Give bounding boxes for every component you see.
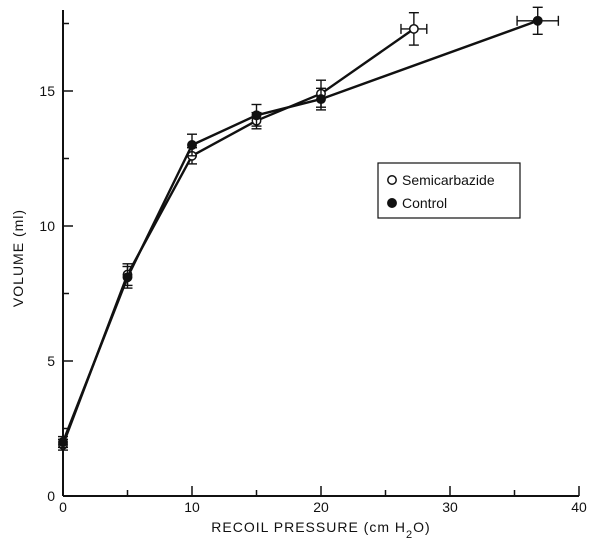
tick-labels: 0 10 20 30 40 0 5 10 15 [39,83,587,515]
series-line-semicarbazide [61,27,415,446]
series-line-control [61,19,539,443]
series-semicarbazide [58,11,428,451]
x-tick-label: 10 [184,499,200,515]
data-point-semicarbazide [408,23,419,34]
series-control [58,6,560,449]
x-tick-label: 30 [442,499,458,515]
data-point-control [58,437,68,447]
y-tick-label: 15 [39,83,55,99]
x-axis-title-part-1: RECOIL PRESSURE (cm H [211,519,406,535]
y-tick-label: 5 [47,353,55,369]
data-point-control [187,140,197,150]
x-axis-title-subscript: 2 [406,529,413,541]
x-tick-label: 40 [571,499,587,515]
data-point-control [532,15,543,26]
legend: Semicarbazide Control [377,162,521,219]
y-tick-label: 0 [47,488,55,504]
data-point-control [251,110,262,121]
legend-marker-control [387,198,397,208]
data-point-control [316,94,326,105]
x-tick-label: 0 [59,499,67,515]
data-point-control [122,272,133,283]
series-layer [58,6,560,451]
x-tick-label: 20 [313,499,329,515]
legend-box [377,162,521,219]
legend-marker-semicarbazide [387,175,397,185]
y-axis-title: VOLUME (ml) [10,209,26,307]
x-axis-title: RECOIL PRESSURE (cm H2O) [211,519,430,541]
legend-label-control: Control [402,195,447,211]
y-tick-label: 10 [39,218,55,234]
x-axis-title-part-3: O) [413,519,431,535]
legend-label-semicarbazide: Semicarbazide [402,172,495,188]
